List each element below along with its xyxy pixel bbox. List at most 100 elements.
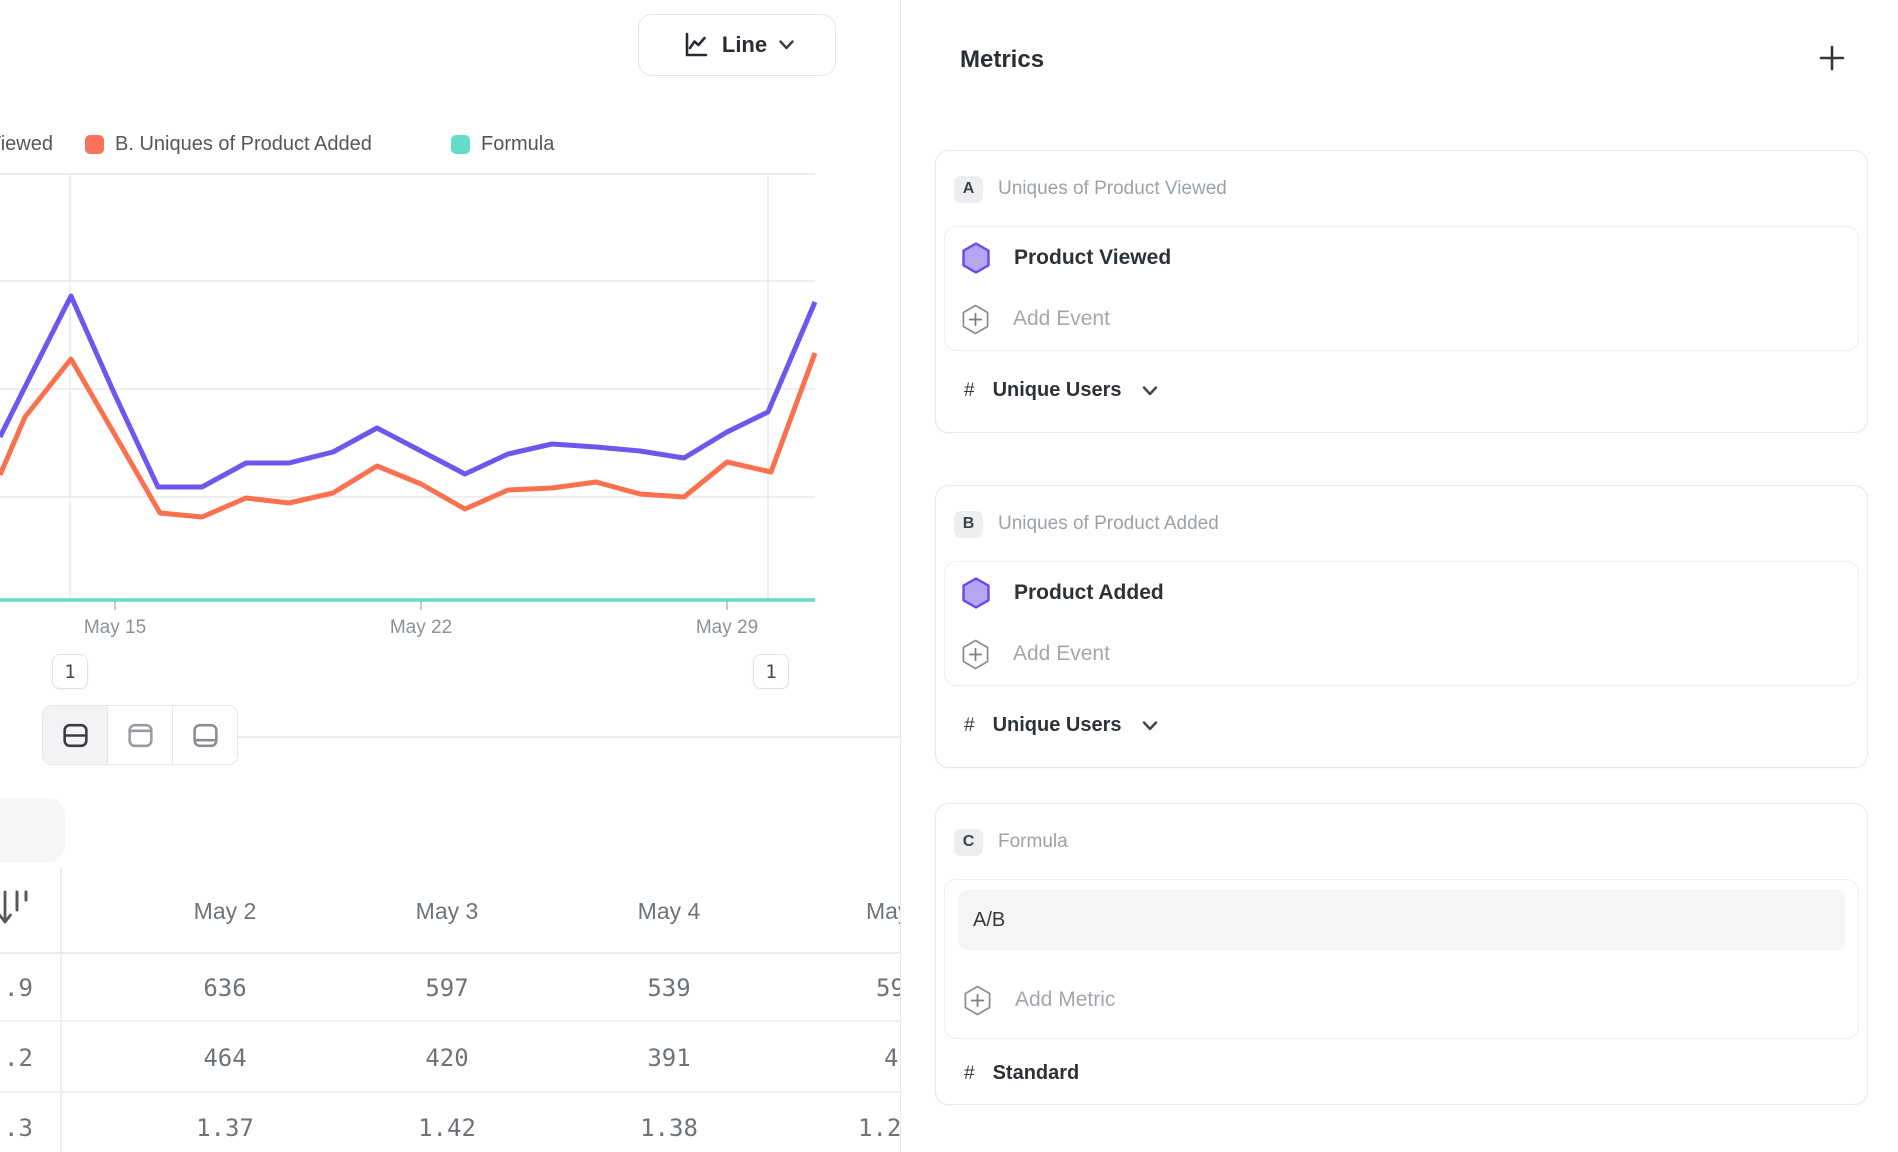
- results-table: May 2 May 3 May 4 May .9 636 597 539 59 …: [0, 862, 900, 1152]
- table-header-underline: [0, 952, 900, 954]
- metric-card-a: A Uniques of Product Viewed Product View…: [935, 150, 1868, 433]
- table-cell: 597: [425, 974, 469, 1002]
- table-row-separator: [0, 1020, 900, 1022]
- legend-item-series-c[interactable]: Formula: [451, 130, 554, 158]
- split-view-icon: [62, 723, 88, 747]
- measure-selector-unique-users[interactable]: # Unique Users: [964, 379, 1158, 402]
- table-cell: 464: [203, 1044, 247, 1072]
- measure-selector-standard[interactable]: # Standard: [964, 1062, 1079, 1085]
- add-event-hexagon-plus-icon: [962, 304, 989, 335]
- metric-card-header: A Uniques of Product Viewed: [954, 174, 1227, 204]
- metric-card-title: Formula: [998, 831, 1068, 852]
- event-block: Product Viewed Add Event: [944, 226, 1859, 351]
- annotation-badge[interactable]: 1: [52, 654, 88, 689]
- series-line-b-uniques-of-product-added: [0, 352, 818, 520]
- frozen-cell-fragment: .2: [4, 1044, 33, 1072]
- table-cell-clipped: 59: [876, 974, 900, 1002]
- add-event-label: Add Event: [1013, 642, 1110, 666]
- line-chart-svg: [0, 173, 818, 610]
- table-cell: 1.37: [196, 1114, 254, 1142]
- toggle-split-view[interactable]: [43, 706, 107, 764]
- legend-swatch-c: [451, 134, 470, 154]
- table-cell: 1.38: [640, 1114, 698, 1142]
- table-header-clipped[interactable]: May: [866, 898, 900, 924]
- frozen-column-divider: [60, 868, 62, 1152]
- event-name: Product Added: [1014, 580, 1164, 604]
- metrics-panel-title: Metrics: [960, 46, 1045, 73]
- x-axis-label: May 29: [695, 617, 759, 638]
- legend-item-series-b[interactable]: B. Uniques of Product Added: [85, 130, 372, 158]
- chart-type-label: Line: [721, 32, 768, 57]
- x-axis-label: May 22: [389, 617, 453, 638]
- chevron-down-icon: [779, 40, 794, 50]
- hash-icon: #: [964, 714, 975, 736]
- legend-label-b: B. Uniques of Product Added: [115, 132, 372, 155]
- formula-input[interactable]: A/B: [958, 890, 1845, 950]
- event-row-product-viewed[interactable]: Product Viewed: [945, 227, 1858, 289]
- table-only-icon: [192, 723, 218, 747]
- clipped-tab-chip[interactable]: [0, 798, 65, 862]
- add-metric-label: Add Metric: [1015, 988, 1116, 1011]
- chart-legend: A. Uniques of Product Viewed B. Uniques …: [0, 130, 900, 158]
- add-metric-button[interactable]: Add Metric: [963, 975, 1115, 1025]
- line-chart-plot[interactable]: [0, 0, 900, 760]
- metrics-panel: Metrics A Uniques of Product Viewed Prod…: [901, 0, 1898, 1152]
- table-header-may-3[interactable]: May 3: [415, 898, 479, 924]
- frozen-cell-fragment: .9: [4, 974, 33, 1002]
- formula-value: A/B: [973, 908, 1006, 931]
- annotation-badge[interactable]: 1: [753, 654, 789, 689]
- chevron-down-icon: [1142, 385, 1157, 395]
- toggle-table-only-view[interactable]: [172, 706, 237, 764]
- series-line-a-uniques-of-product-viewed: [0, 293, 818, 490]
- view-layout-toggle: [42, 705, 238, 765]
- add-metric-plus-icon[interactable]: [1818, 44, 1846, 72]
- table-cell-clipped: 46: [884, 1044, 900, 1072]
- add-event-hexagon-plus-icon: [962, 639, 989, 670]
- chart-section: Line A. Uniques of Product Viewed B. Uni…: [0, 0, 900, 1152]
- table-cell: 539: [647, 974, 691, 1002]
- measure-label: Unique Users: [992, 714, 1122, 736]
- measure-selector-unique-users[interactable]: # Unique Users: [964, 714, 1158, 737]
- event-row-product-added[interactable]: Product Added: [945, 562, 1858, 624]
- add-event-label: Add Event: [1013, 307, 1110, 331]
- metric-card-title: Uniques of Product Added: [998, 513, 1219, 534]
- table-cell: 420: [425, 1044, 469, 1072]
- sort-descending-icon[interactable]: [0, 886, 32, 930]
- metric-badge-a: A: [954, 175, 983, 203]
- toggle-chart-only-view[interactable]: [107, 706, 172, 764]
- frozen-cell-fragment: .3: [4, 1114, 33, 1142]
- legend-label-a: A. Uniques of Product Viewed: [0, 132, 53, 155]
- chevron-down-icon: [1142, 720, 1157, 730]
- chart-type-button[interactable]: Line: [638, 14, 836, 76]
- metric-card-header: B Uniques of Product Added: [954, 509, 1219, 539]
- table-row-separator: [0, 1091, 900, 1093]
- measure-label: Standard: [992, 1062, 1080, 1084]
- metric-card-c: C Formula A/B Add Metric # Standard: [935, 803, 1868, 1105]
- x-axis-label: May 15: [83, 617, 147, 638]
- panel-divider: [900, 0, 901, 1152]
- hash-icon: #: [964, 379, 975, 401]
- metric-card-title: Uniques of Product Viewed: [998, 178, 1227, 199]
- event-hexagon-icon: [962, 242, 990, 274]
- chart-only-icon: [127, 723, 153, 747]
- table-cell: 1.42: [418, 1114, 476, 1142]
- table-header-may-2[interactable]: May 2: [193, 898, 257, 924]
- metric-badge-b: B: [954, 510, 983, 538]
- measure-label: Unique Users: [992, 379, 1122, 401]
- formula-block: A/B Add Metric: [944, 879, 1859, 1039]
- legend-item-series-a[interactable]: A. Uniques of Product Viewed: [0, 130, 53, 158]
- table-cell-clipped: 1.2: [858, 1114, 900, 1142]
- event-hexagon-icon: [962, 577, 990, 609]
- table-cell: 636: [203, 974, 247, 1002]
- table-header-may-4[interactable]: May 4: [637, 898, 701, 924]
- add-metric-hexagon-plus-icon: [964, 985, 991, 1015]
- metric-card-header: C Formula: [954, 827, 1068, 857]
- event-block: Product Added Add Event: [944, 561, 1859, 686]
- add-event-button[interactable]: Add Event: [945, 289, 1858, 351]
- legend-label-c: Formula: [481, 132, 555, 155]
- metric-card-b: B Uniques of Product Added Product Added…: [935, 485, 1868, 768]
- add-event-button[interactable]: Add Event: [945, 624, 1858, 686]
- section-divider: [238, 736, 900, 738]
- hash-icon: #: [964, 1062, 975, 1084]
- event-name: Product Viewed: [1014, 245, 1172, 269]
